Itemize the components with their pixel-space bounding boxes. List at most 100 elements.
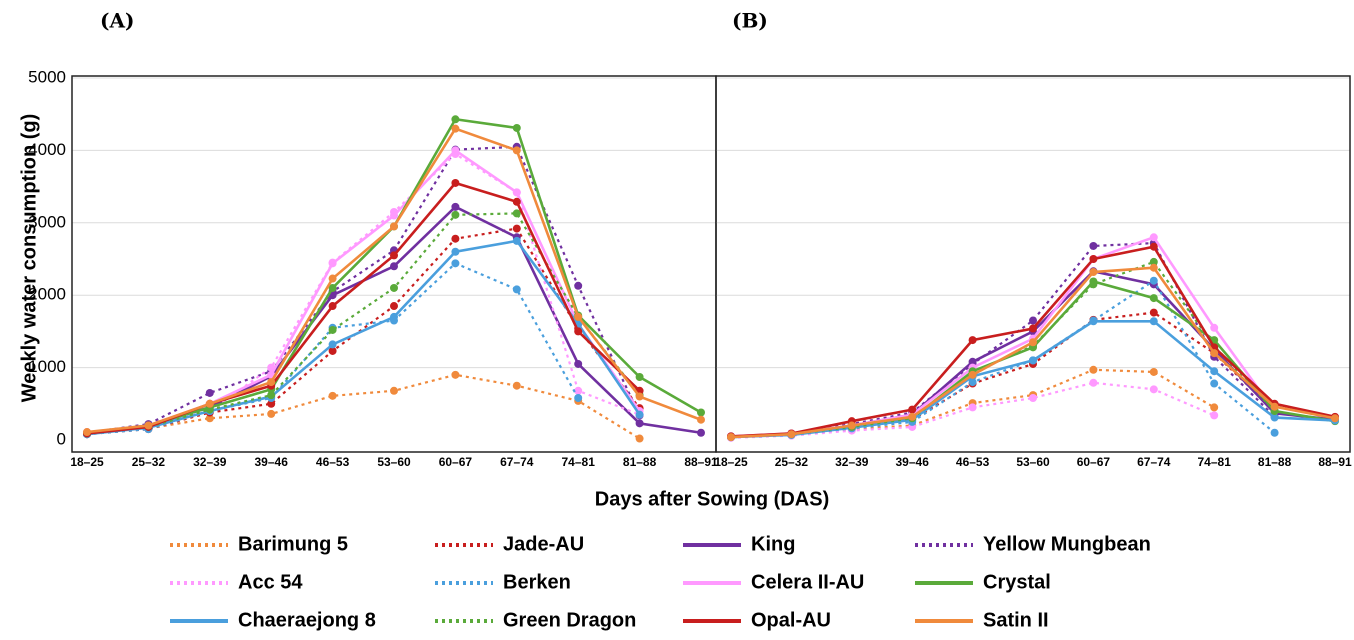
series-line bbox=[86, 117, 702, 435]
data-point bbox=[1089, 280, 1098, 289]
series-line bbox=[86, 148, 641, 435]
data-point bbox=[1149, 276, 1158, 285]
x-tick-label: 25–32 bbox=[132, 455, 166, 469]
data-point bbox=[390, 251, 398, 260]
data-point bbox=[1210, 411, 1219, 420]
legend-label: Opal-AU bbox=[751, 609, 831, 631]
data-point bbox=[144, 421, 153, 430]
data-point bbox=[451, 202, 460, 211]
data-point bbox=[328, 325, 337, 334]
data-point bbox=[635, 410, 644, 419]
legend-label: Berken bbox=[503, 571, 571, 593]
legend-label: Barimung 5 bbox=[238, 533, 348, 555]
data-point bbox=[1210, 323, 1219, 332]
series-line bbox=[730, 260, 1276, 439]
data-point bbox=[512, 224, 521, 233]
data-point bbox=[574, 327, 583, 336]
data-point bbox=[390, 386, 398, 395]
data-point bbox=[267, 378, 276, 387]
data-point bbox=[83, 428, 91, 437]
data-point bbox=[451, 124, 460, 133]
data-point bbox=[574, 359, 583, 368]
data-point bbox=[1149, 257, 1158, 266]
data-point bbox=[451, 247, 460, 256]
x-tick-label: 46–53 bbox=[316, 455, 350, 469]
data-point bbox=[390, 302, 398, 311]
series-line bbox=[730, 269, 1336, 438]
data-point bbox=[1149, 317, 1158, 326]
data-point bbox=[1029, 316, 1037, 325]
data-point bbox=[727, 433, 735, 442]
data-point bbox=[205, 388, 214, 397]
x-tick-label: 25–32 bbox=[775, 455, 809, 469]
data-point bbox=[968, 403, 977, 412]
data-point bbox=[1089, 365, 1098, 374]
data-point bbox=[205, 399, 214, 408]
data-point bbox=[697, 428, 705, 437]
data-point bbox=[574, 386, 583, 395]
data-point bbox=[1089, 317, 1098, 326]
data-point bbox=[1089, 255, 1098, 263]
x-tick-label: 88–91 bbox=[684, 455, 718, 469]
data-point bbox=[328, 259, 337, 268]
x-tick-label: 67–74 bbox=[500, 455, 534, 469]
data-point bbox=[1029, 356, 1037, 365]
data-point bbox=[1270, 428, 1279, 437]
data-point bbox=[1331, 414, 1339, 423]
data-point bbox=[635, 419, 644, 428]
data-point bbox=[1149, 294, 1158, 303]
y-tick-label: 0 bbox=[57, 429, 66, 448]
legend-label: Celera II-AU bbox=[751, 571, 864, 593]
data-point bbox=[451, 370, 460, 379]
series-line bbox=[86, 145, 641, 434]
data-point bbox=[787, 430, 796, 439]
data-point bbox=[512, 146, 521, 155]
data-point bbox=[390, 312, 398, 321]
series-line bbox=[86, 127, 702, 434]
data-point bbox=[205, 414, 214, 423]
data-point bbox=[451, 259, 460, 268]
data-point bbox=[451, 210, 460, 219]
panel-label: (A) bbox=[100, 9, 134, 33]
data-point bbox=[1210, 349, 1219, 358]
x-tick-label: 81–88 bbox=[623, 455, 657, 469]
legend-label: Green Dragon bbox=[503, 609, 636, 631]
y-tick-label: 1000 bbox=[28, 357, 66, 376]
data-point bbox=[512, 197, 521, 206]
data-point bbox=[328, 391, 337, 400]
x-tick-label: 74–81 bbox=[562, 455, 596, 469]
x-tick-label: 60–67 bbox=[1077, 455, 1111, 469]
x-tick-label: 39–46 bbox=[255, 455, 289, 469]
series-line bbox=[730, 266, 1336, 439]
data-point bbox=[908, 405, 917, 414]
data-point bbox=[968, 370, 977, 379]
data-point bbox=[697, 415, 705, 424]
data-point bbox=[908, 412, 917, 421]
data-point bbox=[328, 302, 337, 311]
data-point bbox=[1029, 324, 1037, 333]
data-point bbox=[512, 209, 521, 218]
data-point bbox=[1210, 379, 1219, 388]
data-point bbox=[574, 312, 583, 321]
data-point bbox=[635, 392, 644, 401]
data-point bbox=[267, 409, 276, 418]
data-point bbox=[1029, 394, 1037, 403]
data-point bbox=[574, 394, 583, 403]
x-tick-label: 32–39 bbox=[193, 455, 227, 469]
data-point bbox=[635, 434, 644, 443]
x-tick-label: 88–91 bbox=[1318, 455, 1352, 469]
data-point bbox=[205, 405, 214, 414]
data-point bbox=[968, 336, 977, 345]
x-tick-label: 18–25 bbox=[70, 455, 104, 469]
y-axis-title: Weekly water consumption (g) bbox=[18, 114, 40, 403]
data-point bbox=[1210, 367, 1219, 376]
legend-label: Chaeraejong 8 bbox=[238, 609, 376, 631]
legend-label: Satin II bbox=[983, 609, 1049, 631]
data-point bbox=[635, 373, 644, 382]
data-point bbox=[1149, 308, 1158, 317]
data-point bbox=[1149, 367, 1158, 376]
data-point bbox=[512, 188, 521, 197]
plot-frame bbox=[715, 75, 1351, 453]
x-tick-label: 53–60 bbox=[1016, 455, 1050, 469]
data-point bbox=[328, 274, 337, 283]
